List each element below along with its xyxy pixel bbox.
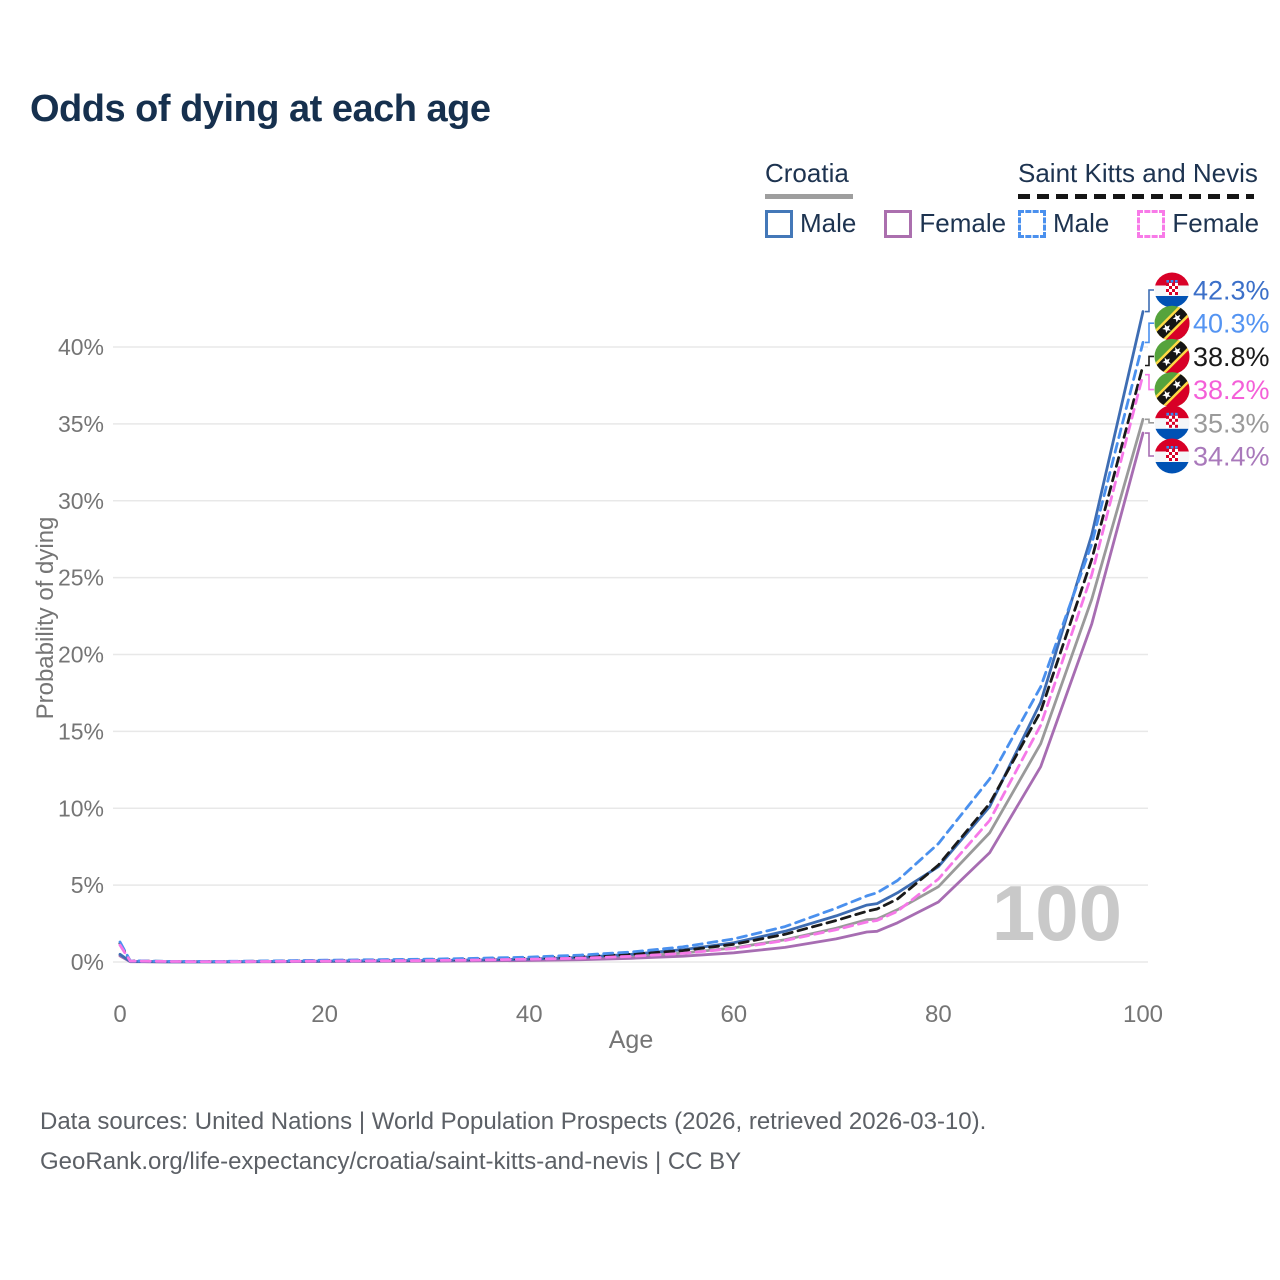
legend-swatch-croatia-female	[884, 209, 913, 238]
legend-group-title: Croatia	[765, 158, 849, 188]
legend-group-saint-kitts: Saint Kitts and Nevis Male Female	[1018, 158, 1280, 239]
x-axis-title: Age	[608, 1026, 654, 1054]
y-tick-label: 10%	[58, 795, 104, 821]
y-tick-label: 20%	[58, 642, 104, 668]
leader-line-croatia-total	[1145, 418, 1154, 424]
flag-icon-saint-kitts	[1152, 303, 1192, 343]
end-label-skn-female: 38.2%	[1193, 375, 1270, 405]
watermark-text: 100	[992, 869, 1122, 957]
legend-group-title: Saint Kitts and Nevis	[1018, 158, 1258, 188]
legend-item-croatia-male[interactable]: Male	[765, 208, 856, 239]
y-tick-label: 15%	[58, 718, 104, 744]
footer-data-sources: Data sources: United Nations | World Pop…	[40, 1108, 987, 1135]
x-tick-label: 80	[925, 1001, 952, 1028]
end-label-croatia-male: 42.3%	[1193, 276, 1270, 306]
leader-line-croatia-female	[1145, 432, 1154, 457]
legend-underline-croatia	[765, 194, 853, 199]
flag-icon-croatia	[1154, 272, 1190, 308]
y-tick-label: 25%	[58, 565, 104, 591]
end-label-layer: 42.3%40.3%38.8%38.2%35.3% 34.4%	[1145, 272, 1270, 474]
series-layer	[118, 310, 1145, 964]
y-tick-label: 35%	[58, 411, 104, 437]
legend-item-label: Male	[800, 208, 857, 238]
page-title: Odds of dying at each age	[30, 88, 491, 130]
flag-icon-croatia	[1154, 438, 1190, 474]
grid-layer: 0% 5% 10% 15% 20% 25% 30% 35% 40% 0 20 40 60 80 100	[58, 334, 1163, 1028]
legend-group-croatia: Croatia Male Female	[765, 158, 1034, 239]
footer-attribution: GeoRank.org/life-expectancy/croatia/sain…	[40, 1148, 742, 1175]
y-tick-label: 30%	[58, 488, 104, 514]
series-line-skn-total[interactable]	[118, 364, 1145, 963]
flag-icon-saint-kitts	[1152, 336, 1192, 376]
flag-icon-croatia	[1154, 405, 1190, 441]
watermark-layer: 100	[992, 869, 1122, 957]
legend-item-label: Female	[1172, 208, 1260, 238]
end-label-skn-total: 38.8%	[1193, 342, 1270, 372]
legend-swatch-skn-female	[1137, 209, 1166, 238]
leader-line-skn-female	[1145, 373, 1154, 391]
legend-item-skn-female[interactable]: Female	[1137, 208, 1259, 239]
end-label-croatia-female: 34.4%	[1193, 442, 1270, 472]
x-tick-label: 40	[516, 1001, 543, 1028]
x-tick-label: 100	[1123, 1001, 1163, 1028]
y-tick-label: 40%	[58, 334, 104, 360]
y-tick-label: 5%	[71, 872, 104, 898]
legend-item-croatia-female[interactable]: Female	[884, 208, 1006, 239]
x-tick-label: 60	[720, 1001, 747, 1028]
legend-item-label: Female	[919, 208, 1007, 238]
chart-canvas: 0% 5% 10% 15% 20% 25% 30% 35% 40% 0 20 40 60 80 100 10…	[58, 0, 1270, 1028]
legend-item-label: Male	[1053, 208, 1110, 238]
y-tick-label: 0%	[71, 949, 104, 975]
series-line-croatia-female[interactable]	[118, 431, 1145, 964]
series-line-croatia-male[interactable]	[118, 310, 1145, 964]
flag-icon-saint-kitts	[1152, 370, 1192, 410]
legend-swatch-croatia-male	[765, 209, 793, 238]
leader-line-croatia-male	[1145, 289, 1154, 313]
end-label-croatia-total: 35.3%	[1193, 408, 1270, 438]
series-line-skn-female[interactable]	[118, 373, 1145, 964]
legend-underline-saint-kitts	[1018, 194, 1254, 199]
legend-swatch-skn-male	[1018, 209, 1046, 238]
y-axis-title: Probability of dying	[32, 516, 59, 720]
x-tick-label: 20	[311, 1001, 338, 1028]
leader-line-skn-male	[1145, 322, 1154, 344]
legend-item-skn-male[interactable]: Male	[1018, 208, 1109, 239]
leader-line-skn-total	[1145, 355, 1154, 367]
end-label-skn-male: 40.3%	[1193, 309, 1270, 339]
series-line-skn-male[interactable]	[118, 340, 1145, 963]
x-tick-label: 0	[113, 1001, 126, 1028]
